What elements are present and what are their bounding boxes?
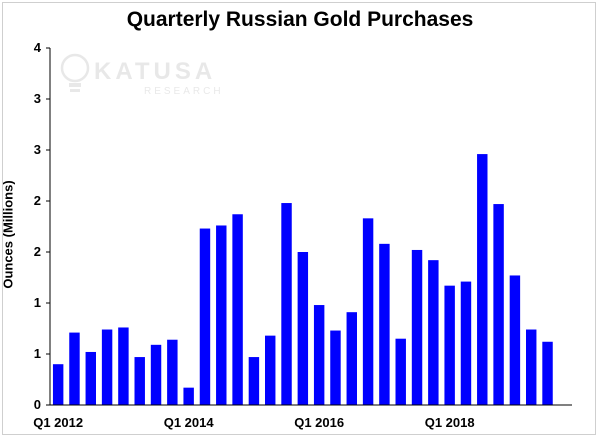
y-tick-label: 1 xyxy=(34,295,41,310)
bar-q3-2017 xyxy=(411,249,423,405)
bar-q3-2016 xyxy=(346,312,357,405)
bar-q2-2015 xyxy=(265,335,276,405)
bar-q4-2016 xyxy=(362,218,374,405)
bar-q2-2019 xyxy=(526,329,537,405)
bar-q1-2014 xyxy=(183,387,194,405)
bar-q2-2012 xyxy=(69,332,80,405)
y-tick-labels: 0 1 1 2 2 3 3 4 xyxy=(34,40,50,412)
bar-q3-2015 xyxy=(281,203,292,405)
chart-title: Quarterly Russian Gold Purchases xyxy=(126,8,474,31)
bar-q1-2018 xyxy=(444,285,455,405)
bar-q1-2012 xyxy=(52,364,64,405)
bar-q2-2017 xyxy=(395,338,406,405)
bar-q1-2019 xyxy=(509,275,521,405)
bar-q1-2016 xyxy=(313,305,325,405)
x-tick-label: Q1 2014 xyxy=(164,415,215,430)
bar-q4-2012 xyxy=(101,329,113,405)
x-tick-label: Q1 2018 xyxy=(425,415,475,430)
watermark: KATUSA RESEARCH xyxy=(58,52,221,103)
y-tick-label: 2 xyxy=(34,244,41,259)
bar-q1-2017 xyxy=(379,243,390,405)
y-tick-label: 2 xyxy=(34,193,41,208)
bar-q4-2017 xyxy=(428,260,439,405)
y-tick-label: 1 xyxy=(34,346,41,361)
bar-q3-2014 xyxy=(216,225,227,405)
bar-q2-2014 xyxy=(199,228,211,405)
bar-q2-2013 xyxy=(134,357,145,405)
bar-q3-2013 xyxy=(150,344,162,405)
chart-frame xyxy=(2,2,596,435)
y-tick-label: 0 xyxy=(34,397,41,412)
bar-q1-2015 xyxy=(248,357,260,405)
bar-q1-2013 xyxy=(118,327,129,405)
watermark-sub: RESEARCH xyxy=(144,86,224,97)
y-tick-label: 3 xyxy=(34,91,41,106)
bar-q4-2015 xyxy=(297,252,309,405)
lightbulb-icon xyxy=(60,53,90,92)
bar-q2-2016 xyxy=(330,330,341,405)
bar-q4-2013 xyxy=(167,339,178,405)
bar-q3-2019 xyxy=(542,341,553,405)
bars xyxy=(52,154,553,405)
bar-q3-2012 xyxy=(85,351,96,405)
watermark-name: KATUSA xyxy=(94,58,217,85)
y-tick-label: 4 xyxy=(34,40,42,55)
x-tick-label: Q1 2016 xyxy=(294,415,344,430)
x-tick-label: Q1 2012 xyxy=(33,415,83,430)
x-tick-labels: Q1 2012 Q1 2014 Q1 2016 Q1 2018 xyxy=(33,415,474,430)
bar-q2-2018 xyxy=(460,281,472,405)
y-tick-label: 3 xyxy=(34,142,41,157)
bar-q3-2018 xyxy=(477,154,488,405)
bar-q4-2018 xyxy=(493,204,504,405)
bar-q4-2014 xyxy=(232,214,243,405)
